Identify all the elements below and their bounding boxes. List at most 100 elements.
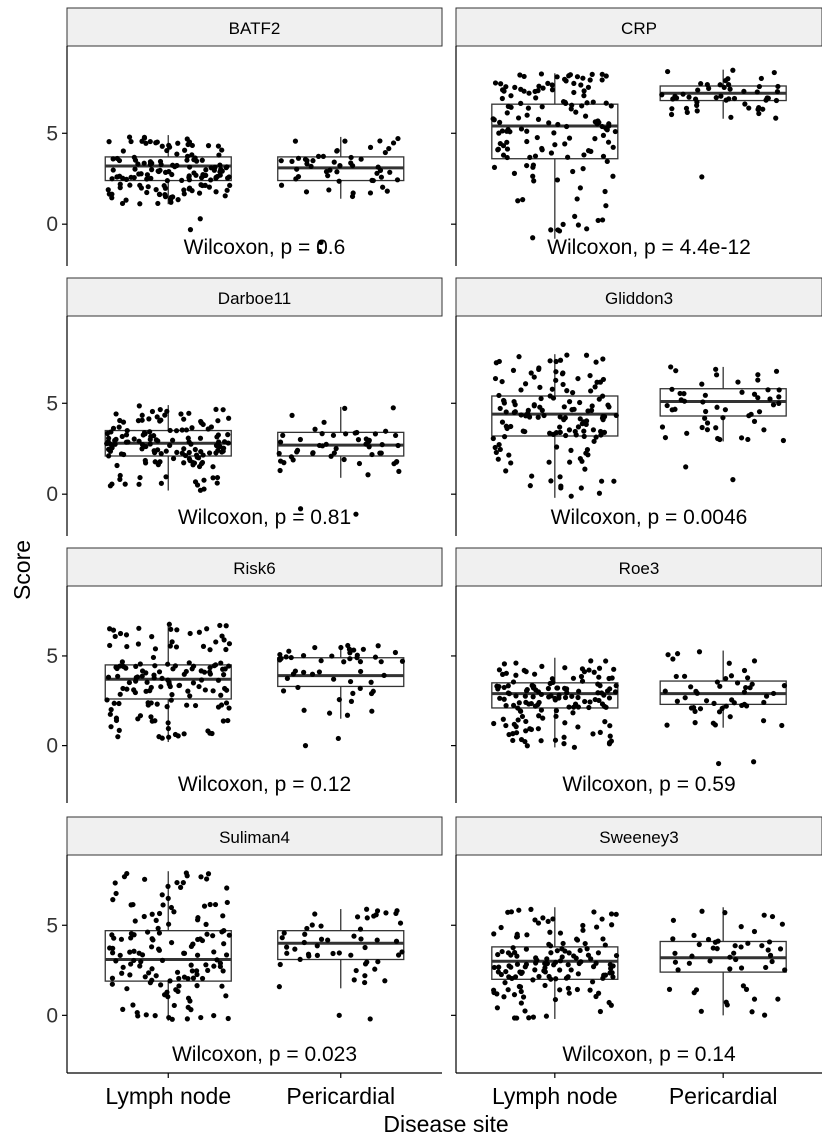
data-point [576,960,582,967]
data-point [532,671,538,677]
data-point [605,402,611,408]
data-point [213,450,219,456]
data-point [548,478,554,484]
data-point [383,428,389,434]
data-point [374,908,381,914]
data-point [560,940,566,947]
data-point [600,153,607,159]
data-point [226,932,232,938]
data-point [148,684,154,691]
data-point [714,946,720,952]
data-point [567,459,573,465]
data-point [196,683,202,690]
data-point [115,673,121,679]
data-point [168,904,175,911]
data-point [522,381,529,387]
data-point [399,949,405,955]
data-point [702,415,708,421]
data-point [133,678,139,684]
data-point [554,177,561,183]
data-point [760,718,767,724]
data-point [288,654,294,661]
data-point [220,407,226,413]
data-point [512,84,518,90]
data-point [289,158,295,164]
data-point [318,658,324,664]
data-point [155,200,161,207]
data-point [535,920,542,926]
data-point [154,414,160,420]
data-point [187,630,193,637]
data-point [113,717,120,724]
data-point [508,93,514,99]
data-point [111,935,117,941]
data-point [559,371,566,377]
data-point [278,158,284,164]
data-point [762,1012,768,1018]
data-point [539,407,545,413]
data-point [669,407,675,413]
data-point [110,156,116,162]
data-point [570,390,576,396]
data-point [714,679,720,685]
data-point [295,155,302,161]
x-tick-label: Lymph node [492,1083,618,1109]
data-point [312,644,318,651]
data-point [105,674,112,680]
data-point [174,879,180,886]
data-point [508,104,514,110]
data-point [503,968,509,975]
data-point [553,976,559,982]
data-point [659,424,666,430]
data-point [603,203,609,209]
data-point [582,466,588,472]
data-point [367,190,374,196]
data-point [566,399,573,405]
data-point [504,425,510,432]
data-point [165,895,171,901]
data-point [528,906,534,912]
data-point [397,920,404,926]
data-point [120,1006,126,1012]
data-point [175,733,181,739]
data-point [222,666,228,672]
data-point [585,148,592,154]
data-point [587,77,593,83]
data-point [727,966,733,972]
data-point [546,694,552,700]
data-point [117,691,123,697]
data-point [565,985,571,991]
data-point [545,685,551,692]
data-point [149,977,155,983]
data-point [512,402,518,408]
data-point [763,693,770,699]
data-point [548,227,554,233]
data-point [608,965,614,972]
data-point [126,679,133,686]
data-point [581,93,587,99]
data-point [165,994,171,1000]
data-point [132,689,138,696]
data-point [106,139,112,145]
data-point [531,403,537,409]
data-point [149,966,155,972]
data-point [220,913,226,919]
data-point [130,901,136,908]
data-point [288,454,295,460]
data-point [491,164,498,171]
data-point [707,958,713,964]
data-point [386,145,392,152]
data-point [297,436,303,443]
data-point [563,78,569,84]
data-point [525,105,532,111]
data-point [176,983,182,989]
data-point [328,453,334,459]
data-point [169,1016,175,1022]
data-point [348,154,354,161]
data-point [108,724,114,730]
data-point [727,714,733,720]
data-point [117,185,123,191]
data-point [557,474,563,480]
data-point [169,171,175,178]
data-point [211,949,217,955]
